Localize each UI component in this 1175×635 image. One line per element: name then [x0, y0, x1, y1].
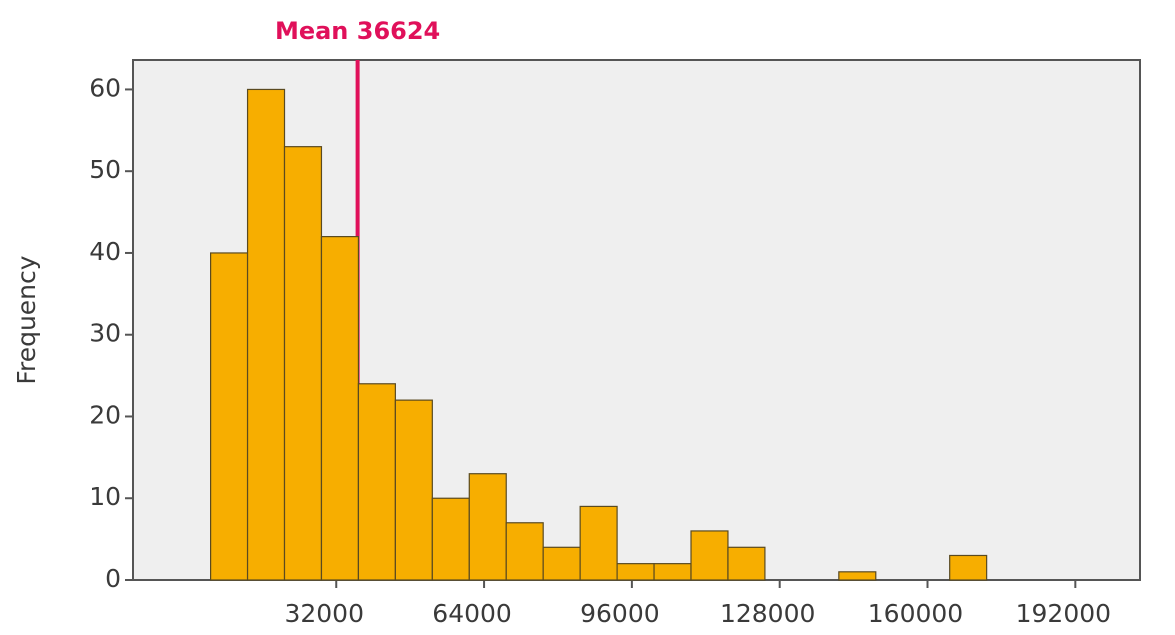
bar — [283, 146, 323, 581]
bar — [210, 252, 249, 581]
bar — [616, 563, 655, 581]
y-tick-label: 0 — [105, 564, 121, 593]
y-tick-label: 60 — [89, 73, 121, 102]
y-axis-label: Frequency — [12, 255, 41, 384]
y-tick-label: 50 — [89, 155, 121, 184]
bar — [690, 530, 729, 581]
bar — [949, 554, 988, 581]
bar — [838, 571, 877, 581]
bar — [727, 546, 766, 581]
x-tick-label: 96000 — [580, 599, 660, 628]
bar — [468, 473, 507, 581]
x-tick-label: 160000 — [868, 599, 963, 628]
y-tick-label: 30 — [89, 319, 121, 348]
bar — [653, 563, 692, 581]
bar — [579, 505, 618, 581]
bar — [320, 236, 360, 581]
bar — [542, 546, 581, 581]
bar — [246, 88, 286, 581]
x-tick-label: 192000 — [1016, 599, 1111, 628]
y-tick-label: 10 — [89, 482, 121, 511]
x-tick-label: 32000 — [284, 599, 364, 628]
y-tick-label: 40 — [89, 237, 121, 266]
bar — [394, 399, 433, 581]
bar — [505, 522, 544, 581]
y-tick-label: 20 — [89, 400, 121, 429]
bar — [431, 497, 470, 581]
mean-label: Mean 36624 — [275, 17, 440, 45]
x-tick-label: 64000 — [432, 599, 512, 628]
x-tick-label: 128000 — [720, 599, 815, 628]
bar — [357, 383, 396, 581]
